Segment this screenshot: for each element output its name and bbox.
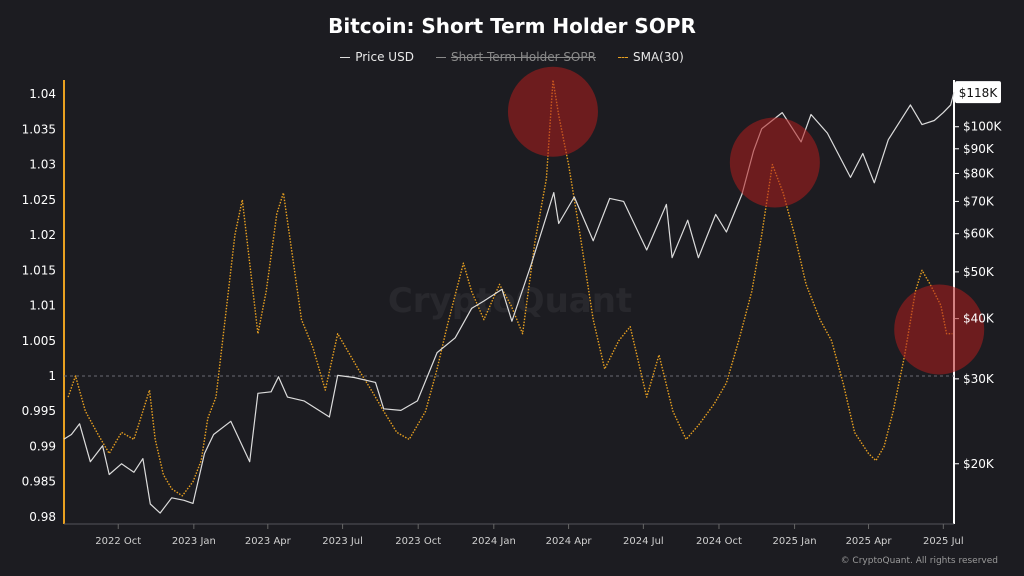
current-price-badge bbox=[955, 81, 1001, 104]
left-tick-label: 1.005 bbox=[22, 334, 56, 348]
x-tick-label: 2023 Oct bbox=[395, 536, 441, 547]
left-tick-label: 1.02 bbox=[29, 228, 56, 242]
left-tick-label: 1.01 bbox=[29, 299, 56, 313]
left-tick-label: 0.99 bbox=[29, 439, 56, 453]
left-tick-label: 1 bbox=[48, 369, 56, 383]
right-tick-label: $90K bbox=[963, 142, 995, 156]
x-tick-label: 2022 Oct bbox=[95, 536, 141, 547]
highlight-layer bbox=[507, 66, 985, 375]
right-tick-label: $60K bbox=[963, 227, 995, 241]
chart-title: Bitcoin: Short Term Holder SOPR bbox=[328, 14, 696, 38]
legend: Price USD Short Term Holder SOPR SMA(30) bbox=[0, 50, 1024, 64]
legend-label-sopr: Short Term Holder SOPR bbox=[450, 50, 596, 64]
right-tick-label: $50K bbox=[963, 265, 995, 279]
x-tick-label: 2025 Apr bbox=[846, 536, 893, 547]
highlight-circle bbox=[507, 66, 598, 157]
right-tick-label: $100K bbox=[963, 120, 1003, 134]
right-tick-label: $40K bbox=[963, 312, 995, 326]
right-tick-label: $80K bbox=[963, 166, 995, 180]
left-tick-label: 1.035 bbox=[22, 122, 56, 136]
x-tick-label: 2025 Jul bbox=[923, 536, 964, 547]
legend-label-sma: SMA(30) bbox=[632, 50, 684, 64]
sma30-series-line bbox=[67, 79, 953, 497]
right-tick-label: $70K bbox=[963, 194, 995, 208]
right-tick-label: $20K bbox=[963, 457, 995, 471]
legend-label-price: Price USD bbox=[355, 50, 414, 64]
sopr-line-swatch bbox=[435, 56, 446, 58]
price-line-swatch bbox=[340, 56, 351, 58]
x-tick-label: 2025 Jan bbox=[773, 536, 817, 547]
tick-label-layer: 1.04 1.035 1.03 1.025 1.02 1.015 1.01 1.005 1 0.9… bbox=[22, 81, 1003, 547]
price-series-line bbox=[63, 91, 955, 514]
left-tick-label: 0.995 bbox=[22, 404, 56, 418]
legend-item-sma[interactable]: SMA(30) bbox=[617, 50, 684, 64]
x-tick-label: 2024 Jul bbox=[623, 536, 664, 547]
left-tick-label: 1.03 bbox=[29, 158, 56, 172]
highlight-circle bbox=[894, 284, 985, 375]
current-price-label: $118K bbox=[959, 86, 999, 100]
copyright-note: © CryptoQuant. All rights reserved bbox=[840, 556, 998, 566]
x-tick-label: 2023 Jul bbox=[322, 536, 363, 547]
left-tick-label: 1.025 bbox=[22, 193, 56, 207]
legend-item-sopr[interactable]: Short Term Holder SOPR bbox=[435, 50, 596, 64]
sma-line-swatch bbox=[617, 56, 628, 58]
x-tick-label: 2023 Jan bbox=[172, 536, 216, 547]
x-tick-label: 2024 Oct bbox=[696, 536, 742, 547]
left-tick-label: 1.015 bbox=[22, 263, 56, 277]
left-tick-label: 0.98 bbox=[29, 510, 56, 524]
left-tick-label: 0.985 bbox=[22, 475, 56, 489]
right-tick-label: $30K bbox=[963, 372, 995, 386]
series-layer bbox=[63, 79, 955, 514]
left-tick-label: 1.04 bbox=[29, 87, 56, 101]
x-tick-label: 2024 Apr bbox=[546, 536, 593, 547]
legend-item-price[interactable]: Price USD bbox=[340, 50, 414, 64]
highlight-circle bbox=[729, 117, 820, 208]
x-tick-label: 2024 Jan bbox=[472, 536, 516, 547]
x-tick-label: 2023 Apr bbox=[245, 536, 292, 547]
